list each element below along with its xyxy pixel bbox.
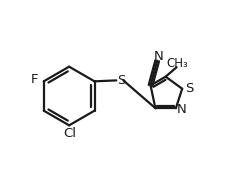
Text: N: N xyxy=(177,103,187,116)
Text: F: F xyxy=(31,73,38,86)
Text: Cl: Cl xyxy=(63,127,76,140)
Text: S: S xyxy=(185,82,193,95)
Text: N: N xyxy=(154,50,164,63)
Text: CH₃: CH₃ xyxy=(167,57,188,70)
Text: S: S xyxy=(117,74,125,87)
